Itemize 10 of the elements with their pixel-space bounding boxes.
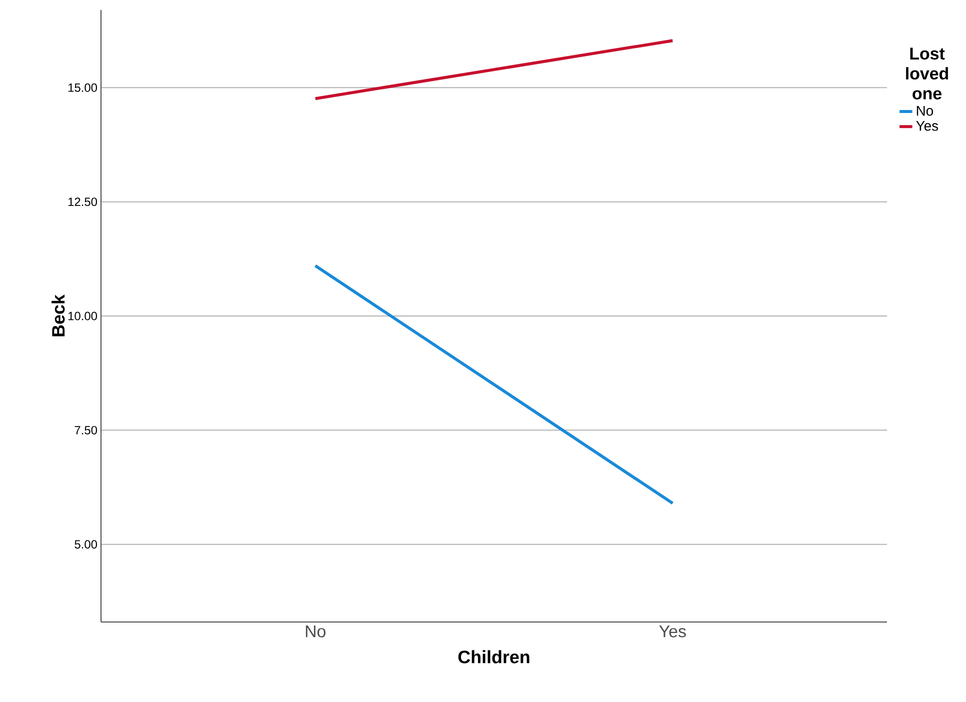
legend-label: No [916, 106, 934, 116]
y-tick-label: 10.00 [68, 312, 98, 320]
y-tick-label: 7.50 [74, 426, 98, 434]
x-axis-title: Children [458, 650, 530, 664]
y-tick-label: 15.00 [68, 83, 98, 92]
legend-label: Yes [916, 121, 938, 131]
y-tick-label: 5.00 [74, 540, 98, 549]
legend-title: Lost loved one [906, 48, 948, 100]
y-tick-label: 12.50 [68, 198, 98, 206]
y-axis-title: Beck [52, 294, 65, 336]
